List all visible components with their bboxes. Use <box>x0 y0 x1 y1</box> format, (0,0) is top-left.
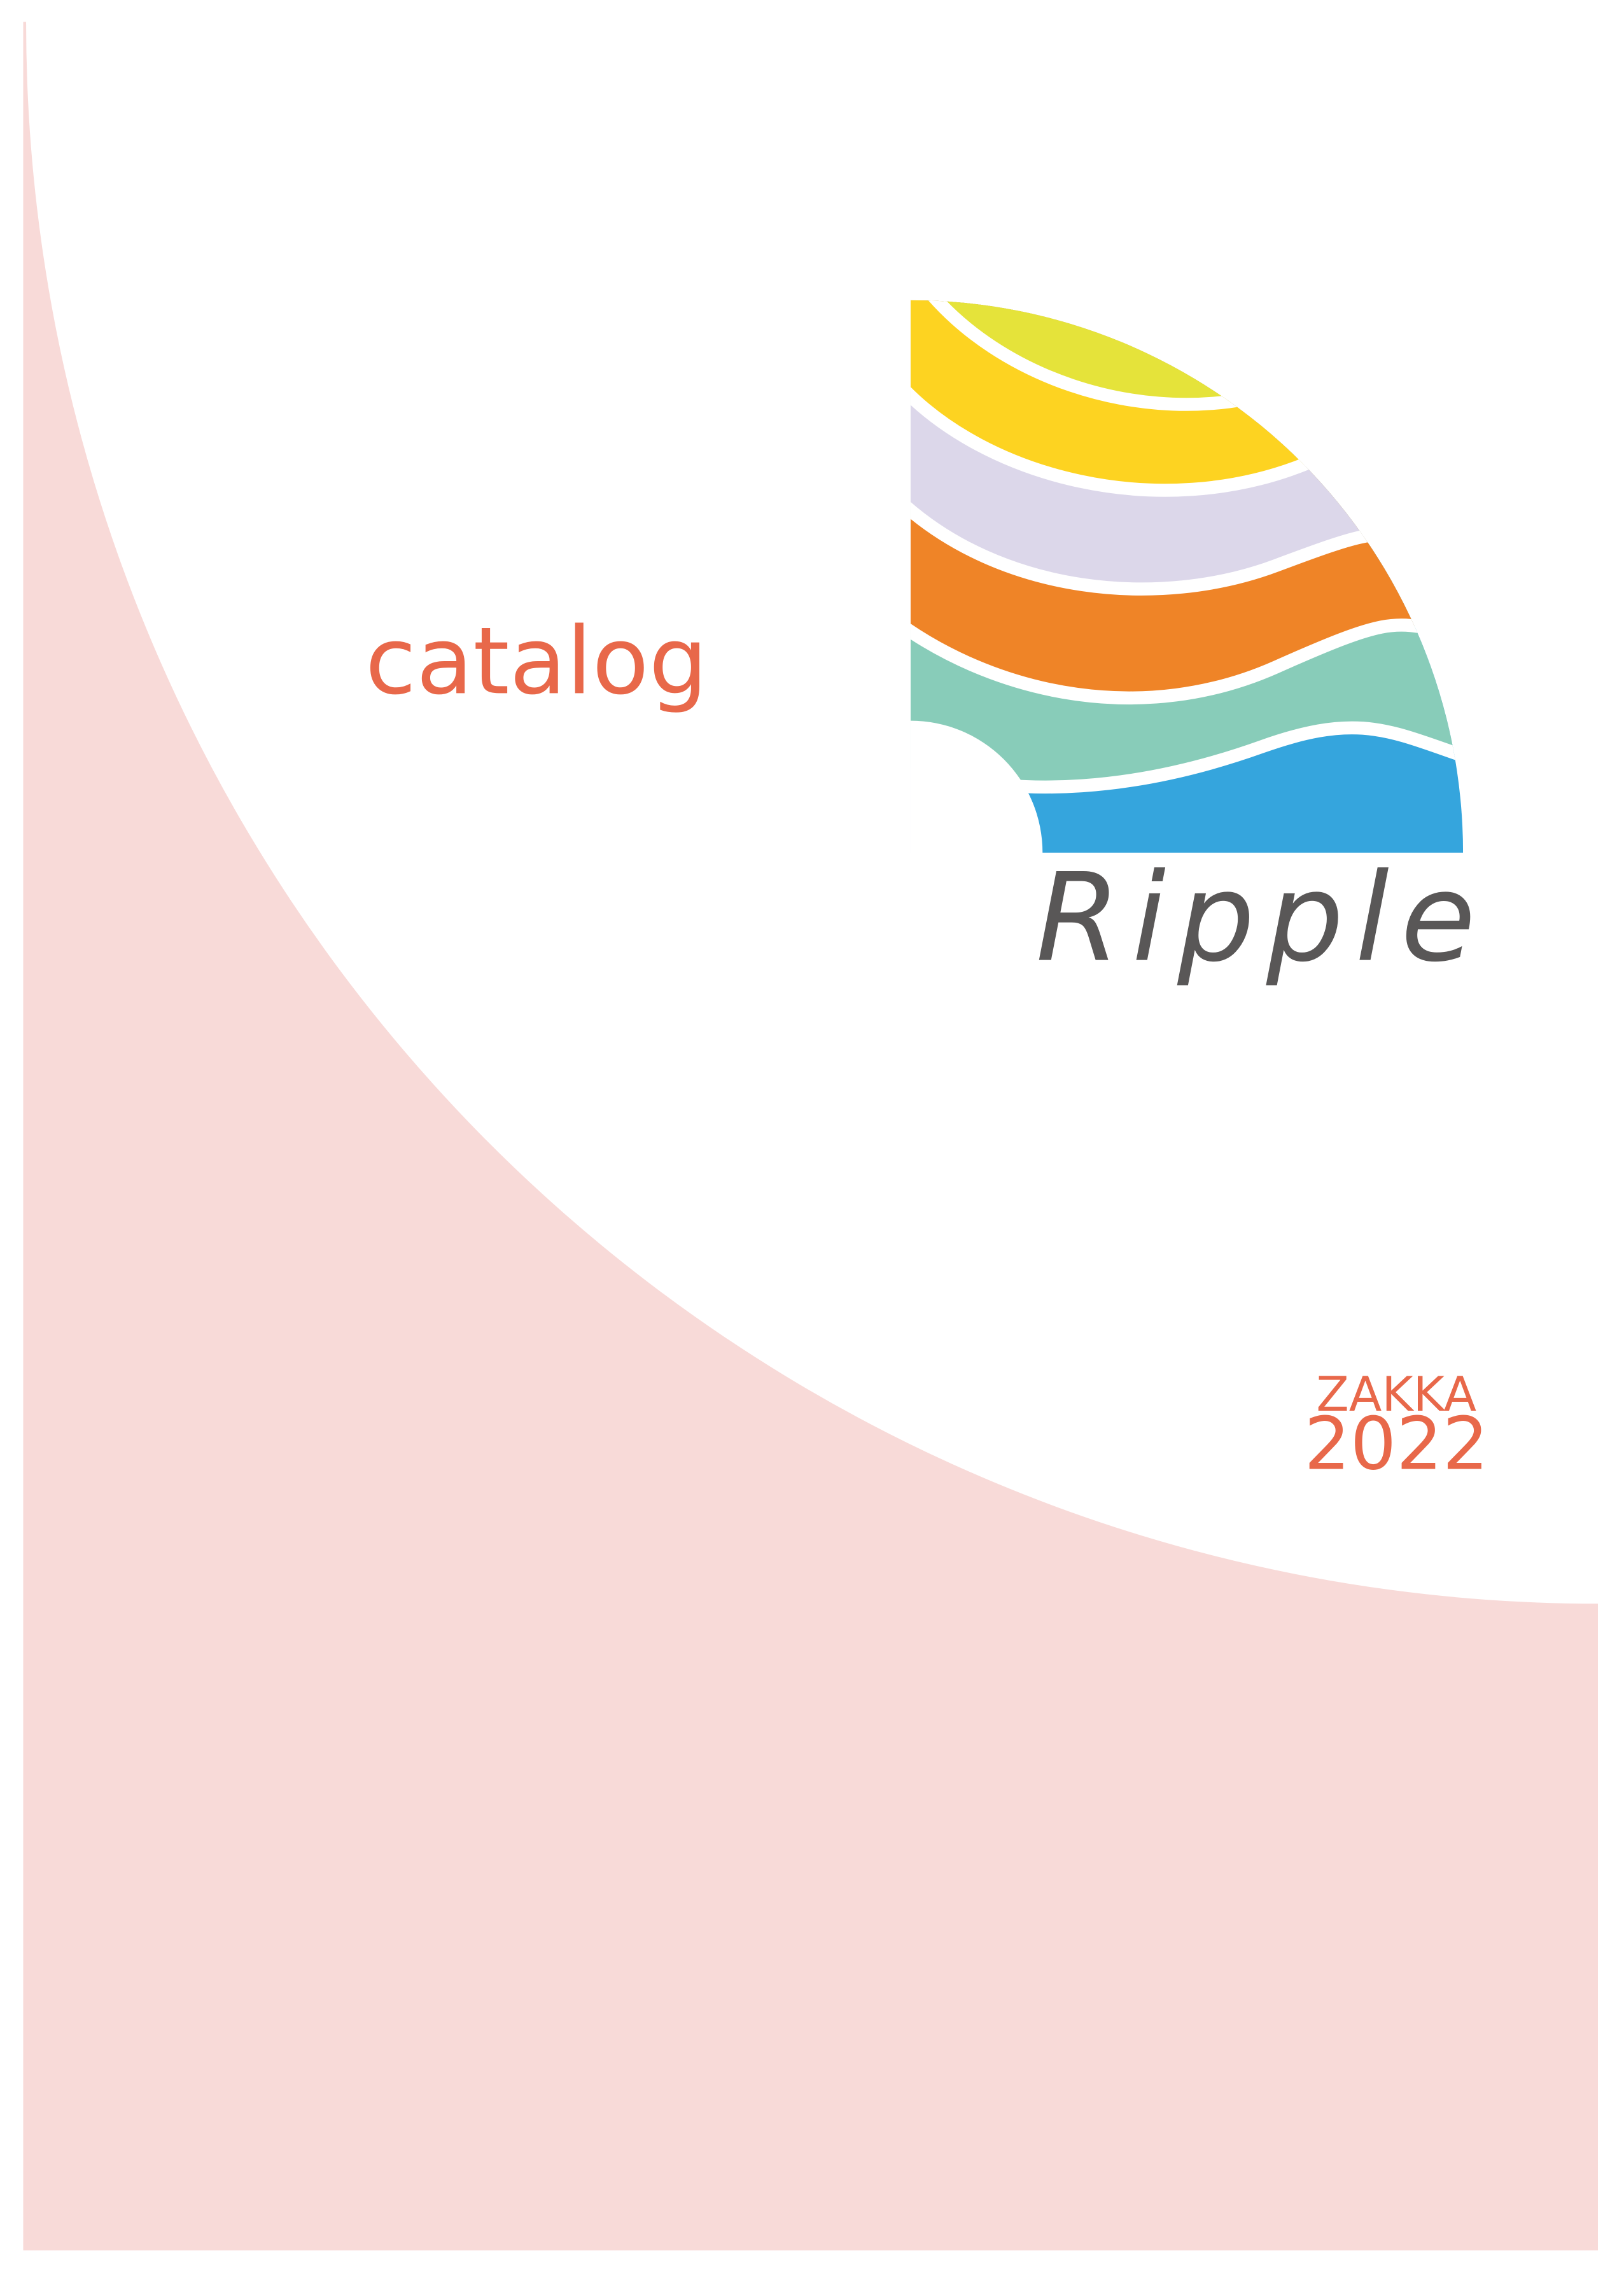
year: 2022 <box>1304 1401 1488 1486</box>
label: ZAKKA <box>1316 1366 1476 1422</box>
background-shape <box>23 22 1598 2251</box>
subtitle: catalog <box>365 608 708 715</box>
brand: Ripple <box>1036 848 1487 989</box>
